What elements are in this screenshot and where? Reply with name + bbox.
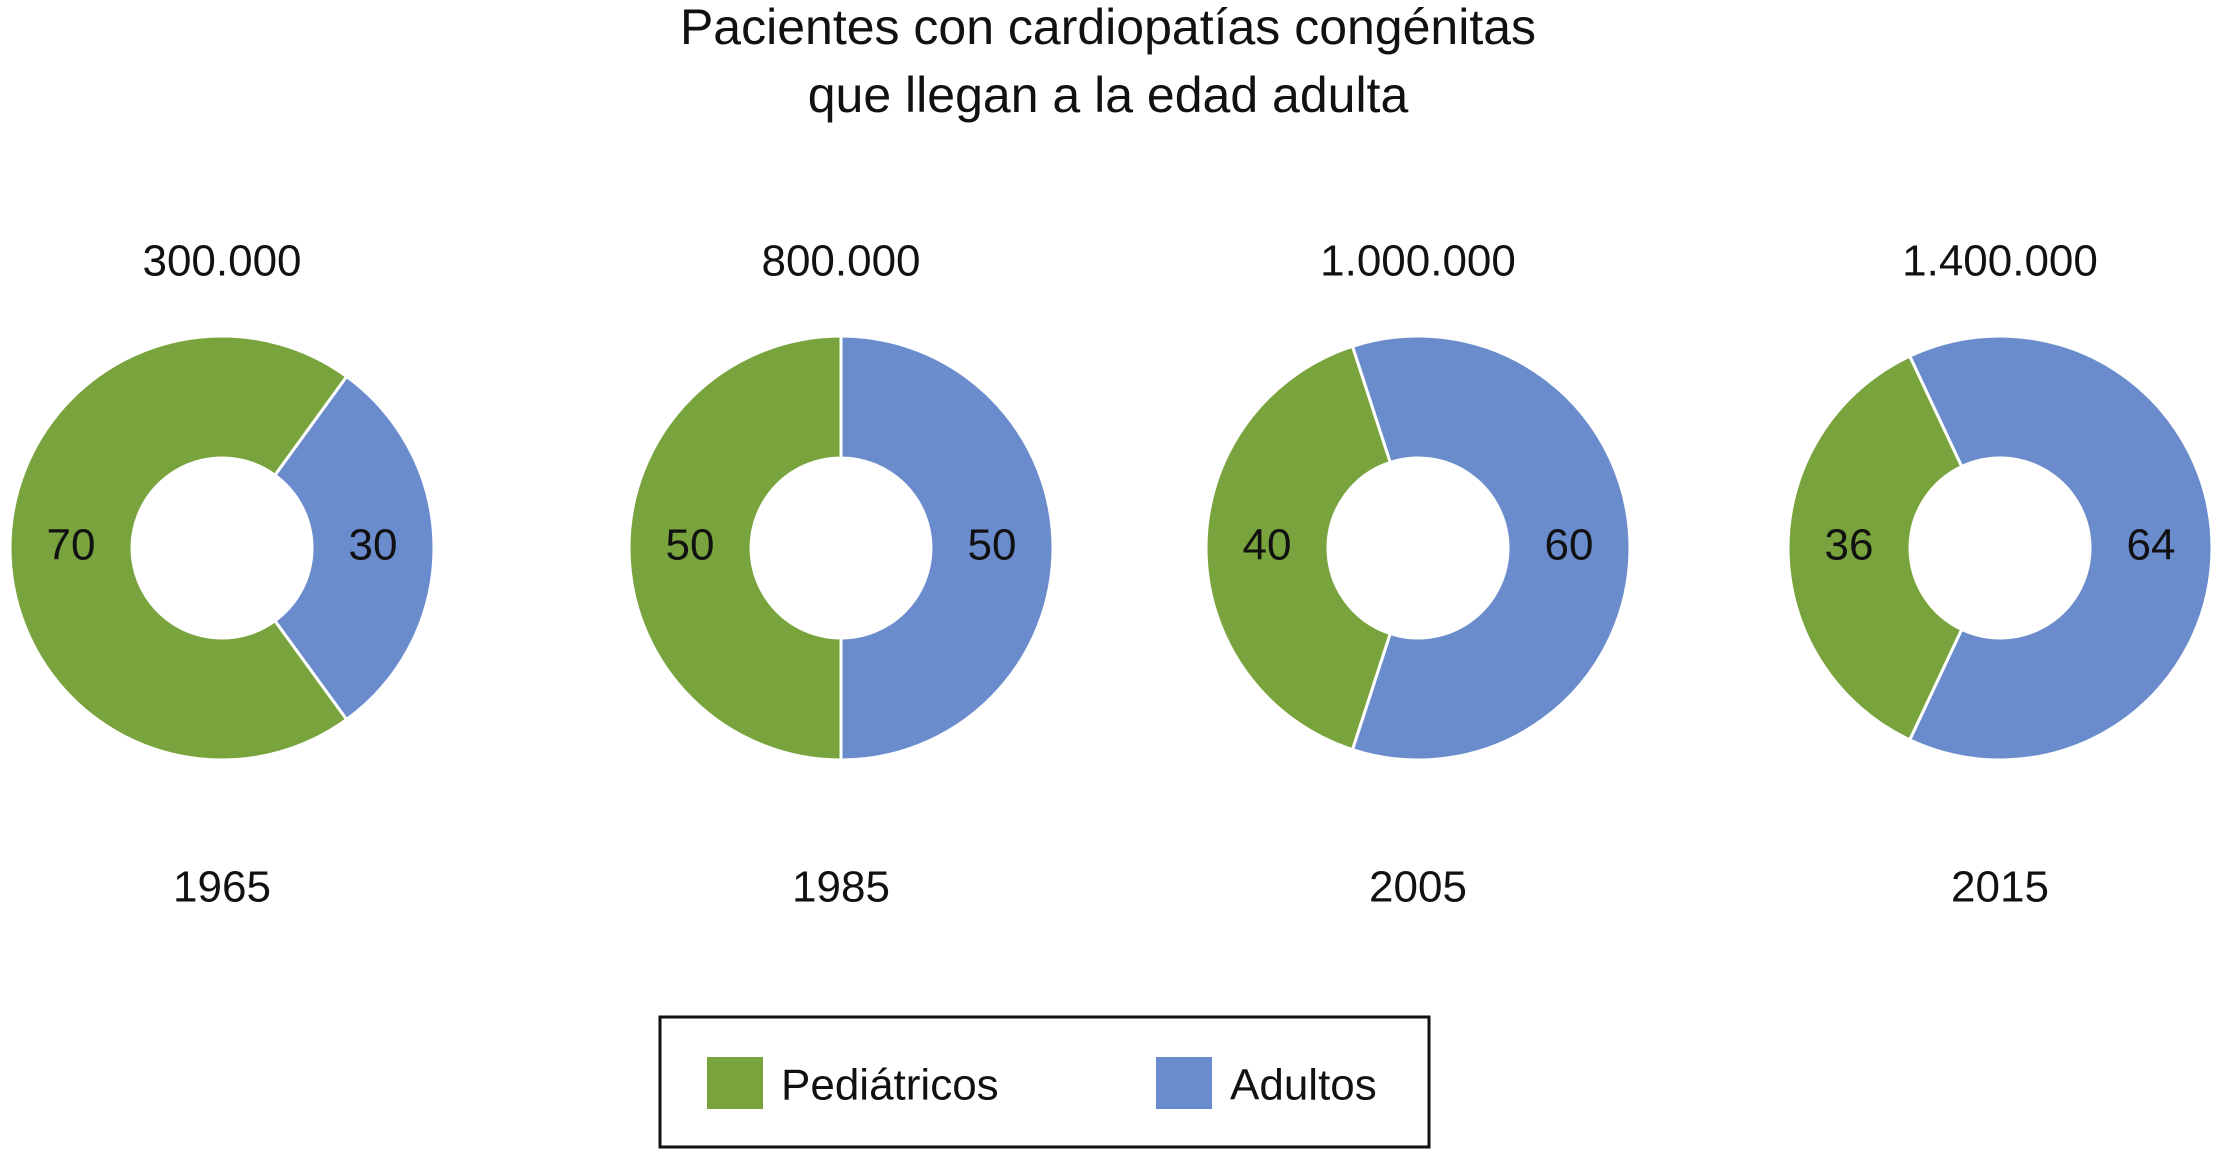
donut-slice [272,374,436,722]
chart-subtitle: 800.000 [761,237,920,286]
data-label: 30 [349,521,398,570]
data-label: 64 [2127,521,2176,570]
chart-title: que llegan a la edad adulta [808,67,1409,123]
donut-slice [627,334,843,762]
x-label: 1965 [173,863,271,912]
x-label: 2005 [1369,863,1467,912]
chart-subtitle: 1.000.000 [1320,237,1516,286]
data-label: 70 [47,521,96,570]
donut-slice [839,334,1055,762]
chart-title: Pacientes con cardiopatías congénitas [680,0,1536,55]
data-label: 40 [1243,521,1292,570]
x-label: 1985 [792,863,890,912]
legend-box [658,1015,1431,1149]
data-label: 50 [968,521,1017,570]
donut-slice [1786,354,1964,742]
donut-slice [1907,334,2214,762]
x-label: 2015 [1951,863,2049,912]
chart-subtitle: 300.000 [142,237,301,286]
data-label: 36 [1825,521,1874,570]
donut-slice [1204,344,1393,752]
legend-label: Pediátricos [781,1061,999,1110]
legend-swatch [1156,1057,1212,1109]
legend-swatch [707,1057,763,1109]
data-label: 50 [666,521,715,570]
donut-slice [1350,334,1632,762]
legend-label: Adultos [1230,1061,1377,1110]
chart-subtitle: 1.400.000 [1902,237,2098,286]
donut-slice [8,334,349,762]
data-label: 60 [1545,521,1594,570]
